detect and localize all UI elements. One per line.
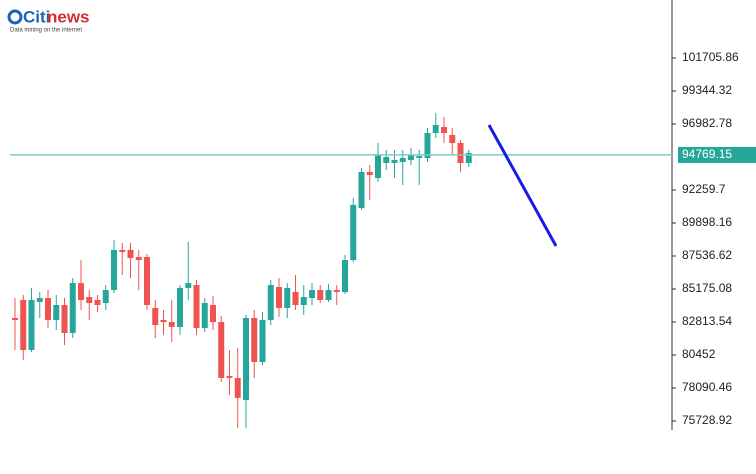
- candle-body: [251, 317, 258, 363]
- candle-body: [358, 171, 365, 209]
- candle-body: [168, 322, 175, 327]
- candle-body: [127, 249, 134, 259]
- y-tick-label: 99344.32: [682, 83, 732, 97]
- candle-body: [210, 305, 216, 323]
- candle-body: [177, 287, 183, 327]
- candle-body: [61, 305, 68, 333]
- candle-body: [53, 305, 60, 320]
- candle-body: [317, 290, 324, 300]
- trend-line: [487, 124, 558, 247]
- candle-body: [399, 157, 406, 163]
- candle-body: [102, 290, 109, 304]
- y-tick-label: 87536.62: [682, 248, 732, 262]
- candle-body: [86, 297, 93, 304]
- candle-body: [218, 322, 225, 378]
- logo-icon: [7, 9, 23, 25]
- candle-body: [383, 157, 390, 164]
- y-tick-label: 80452: [682, 347, 716, 361]
- candle-body: [119, 249, 126, 253]
- candle-body: [284, 287, 291, 308]
- candle-body: [226, 375, 233, 378]
- candle-body: [152, 307, 159, 325]
- candle-body: [28, 299, 35, 350]
- y-tick-label: 96982.78: [682, 116, 732, 130]
- candle-body: [69, 283, 76, 333]
- candle-body: [366, 171, 373, 176]
- candle-body: [12, 317, 18, 320]
- candle-body: [457, 143, 464, 164]
- candle-body: [94, 299, 101, 306]
- y-tick-label: 78090.46: [682, 380, 732, 394]
- candle-body: [441, 126, 447, 133]
- candle-body: [432, 125, 439, 133]
- candle-body: [78, 283, 84, 300]
- candle-body: [276, 286, 282, 308]
- candle-body: [350, 204, 357, 261]
- candle-body: [391, 159, 398, 164]
- candle-body: [449, 134, 456, 144]
- candle-body: [408, 155, 414, 160]
- candle-body: [111, 249, 117, 291]
- y-tick-label: 82813.54: [682, 314, 732, 328]
- candle-body: [292, 292, 299, 306]
- logo-brand: Citi: [23, 7, 50, 26]
- candle-body: [45, 298, 51, 320]
- candle-body: [465, 152, 472, 164]
- candle-body: [135, 257, 142, 261]
- logo-tagline: Data mining on the internet: [10, 28, 82, 34]
- candle-body: [333, 290, 340, 293]
- current-price-label: 94769.15: [682, 147, 732, 161]
- candle-body: [416, 156, 423, 158]
- candle-body: [259, 319, 266, 363]
- candle-body: [144, 257, 150, 306]
- candle-body: [424, 132, 431, 158]
- y-tick-label: 92259.7: [682, 182, 726, 196]
- y-tick-label: 89898.16: [682, 215, 732, 229]
- candle-body: [300, 297, 307, 306]
- candle-body: [160, 319, 167, 323]
- current-price-box: [678, 146, 756, 163]
- candle-body: [20, 299, 27, 350]
- y-tick-label: 85175.08: [682, 281, 732, 295]
- logo: Citi news Data mining on the internet: [7, 7, 90, 34]
- candle-body: [185, 283, 192, 288]
- y-tick-label: 75728.92: [682, 413, 732, 427]
- candle-body: [201, 303, 208, 329]
- candle-body: [193, 285, 200, 329]
- candle-body: [267, 285, 274, 320]
- candle-body: [325, 290, 332, 300]
- candle-body: [342, 260, 348, 293]
- candle-body: [309, 290, 315, 299]
- logo-news: news: [47, 7, 90, 26]
- candle-body: [36, 298, 43, 302]
- candle-body: [234, 377, 241, 398]
- candles: [12, 112, 472, 428]
- candle-body: [243, 317, 249, 401]
- candle-body: [375, 155, 381, 178]
- y-tick-label: 101705.86: [682, 50, 739, 64]
